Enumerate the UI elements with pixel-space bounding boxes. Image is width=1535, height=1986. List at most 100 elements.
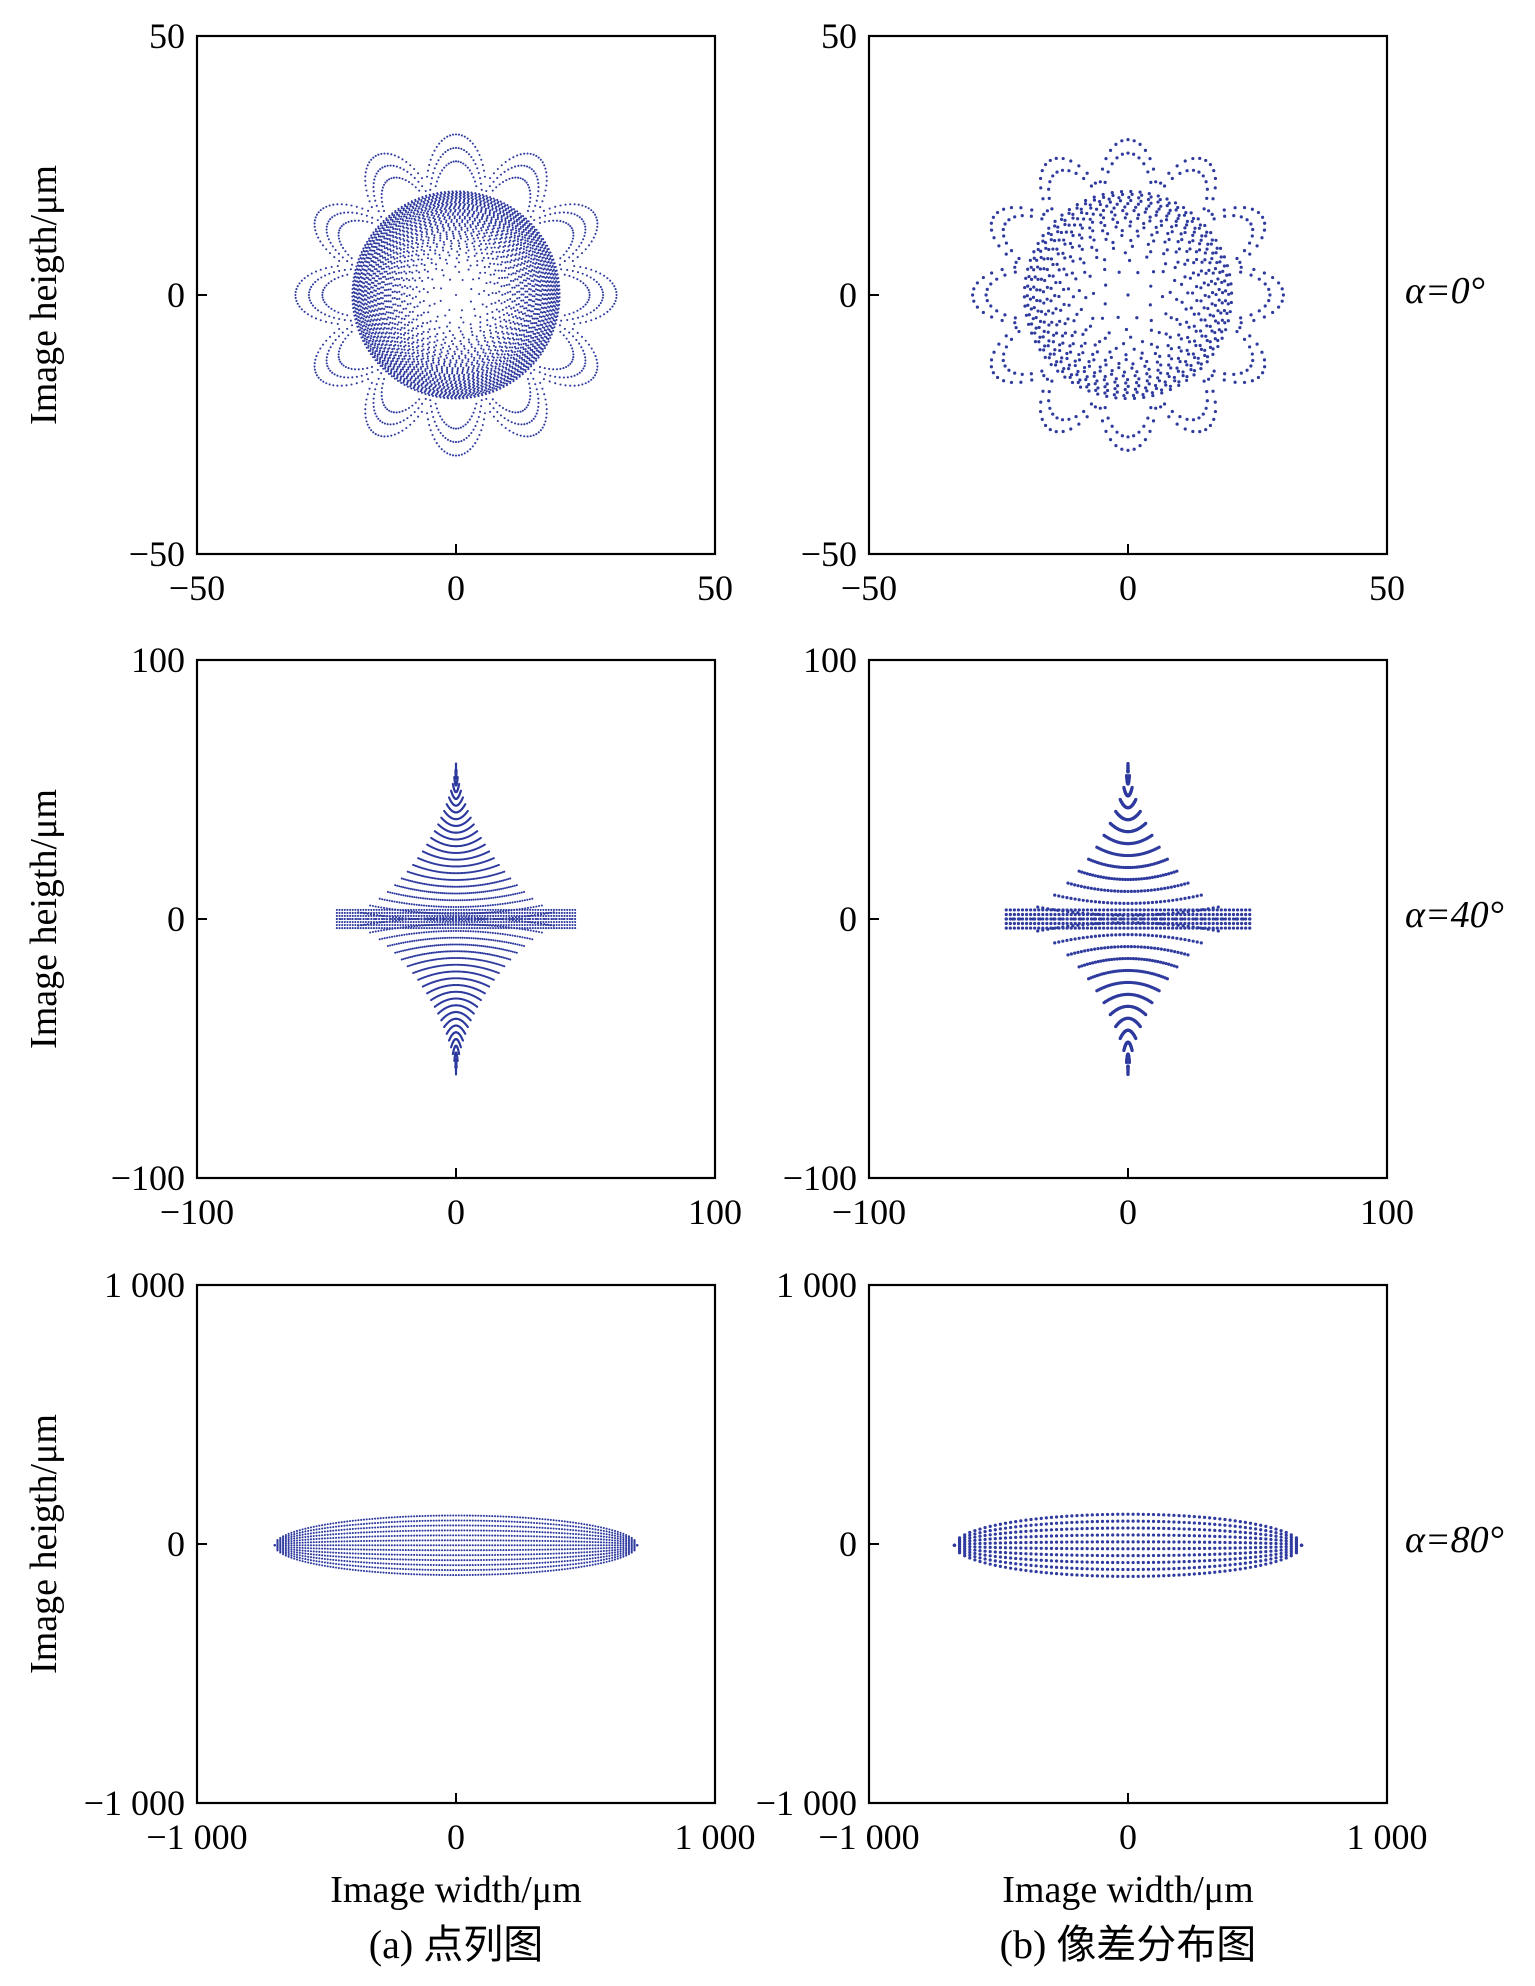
scatter-point bbox=[435, 320, 438, 323]
scatter-point bbox=[511, 293, 514, 296]
scatter-point bbox=[364, 184, 367, 187]
scatter-point bbox=[1159, 388, 1164, 392]
scatter-point bbox=[524, 342, 527, 345]
scatter-point bbox=[1194, 284, 1199, 289]
scatter-point bbox=[494, 371, 497, 374]
scatter-point bbox=[411, 183, 414, 186]
scatter-point bbox=[529, 288, 532, 291]
scatter-point bbox=[509, 206, 512, 209]
scatter-point bbox=[1176, 216, 1180, 221]
scatter-point bbox=[428, 193, 431, 196]
scatter-point bbox=[417, 345, 420, 348]
scatter-point bbox=[367, 209, 370, 212]
scatter-point bbox=[392, 164, 395, 167]
scatter-point bbox=[513, 376, 516, 379]
scatter-point bbox=[421, 217, 424, 220]
scatter-point bbox=[1045, 267, 1049, 272]
scatter-point bbox=[424, 197, 427, 200]
scatter-point bbox=[411, 242, 414, 245]
scatter-point bbox=[1203, 251, 1207, 255]
scatter-point bbox=[1169, 347, 1174, 351]
scatter-point bbox=[434, 349, 437, 352]
scatter-point bbox=[1185, 348, 1189, 352]
scatter-point bbox=[479, 315, 482, 319]
scatter-point bbox=[1157, 330, 1161, 335]
scatter-point bbox=[470, 288, 473, 291]
scatter-point bbox=[378, 259, 382, 262]
scatter-point bbox=[500, 384, 503, 387]
scatter-point bbox=[388, 243, 391, 246]
scatter-point bbox=[338, 328, 341, 331]
scatter-point bbox=[412, 387, 415, 390]
scatter-point bbox=[517, 365, 520, 369]
scatter-point bbox=[463, 217, 466, 220]
scatter-point bbox=[399, 344, 402, 347]
scatter-point bbox=[460, 147, 463, 150]
scatter-point bbox=[403, 323, 406, 326]
scatter-point bbox=[432, 192, 435, 195]
scatter-point bbox=[467, 268, 470, 271]
scatter-point bbox=[439, 239, 442, 242]
scatter-point bbox=[367, 342, 370, 345]
scatter-point bbox=[389, 311, 392, 314]
scatter-point bbox=[460, 453, 463, 456]
scatter-point bbox=[485, 397, 488, 400]
scatter-point bbox=[519, 268, 522, 271]
scatter-point bbox=[1153, 383, 1158, 388]
scatter-point bbox=[362, 264, 365, 267]
scatter-point bbox=[389, 248, 392, 251]
scatter-point bbox=[411, 288, 415, 291]
scatter-point bbox=[523, 266, 526, 270]
scatter-point bbox=[427, 331, 430, 334]
scatter-point bbox=[486, 358, 489, 361]
scatter-point bbox=[441, 418, 444, 421]
scatter-point bbox=[373, 294, 376, 297]
scatter-point bbox=[384, 332, 387, 335]
scatter-point bbox=[521, 346, 525, 349]
scatter-point bbox=[372, 190, 375, 193]
scatter-point bbox=[486, 364, 489, 367]
scatter-point bbox=[355, 382, 358, 385]
scatter-point bbox=[483, 361, 486, 364]
scatter-point bbox=[596, 365, 599, 368]
scatter-point bbox=[415, 370, 418, 374]
scatter-point bbox=[479, 354, 482, 357]
scatter-point bbox=[374, 388, 377, 391]
scatter-point bbox=[389, 230, 392, 234]
scatter-point bbox=[521, 312, 524, 315]
scatter-point bbox=[337, 311, 340, 314]
scatter-point bbox=[477, 377, 480, 380]
scatter-point bbox=[515, 264, 519, 268]
scatter-point bbox=[486, 214, 489, 217]
scatter-point bbox=[525, 231, 528, 234]
scatter-point bbox=[464, 356, 467, 359]
scatter-point bbox=[368, 200, 371, 203]
scatter-point bbox=[369, 320, 372, 323]
scatter-point bbox=[452, 237, 456, 240]
scatter-point bbox=[514, 278, 517, 281]
scatter-point bbox=[390, 343, 393, 346]
scatter-point bbox=[1147, 204, 1151, 208]
scatter-point bbox=[509, 290, 512, 293]
scatter-point bbox=[523, 179, 526, 182]
scatter-point bbox=[500, 230, 504, 233]
scatter-point bbox=[463, 380, 467, 383]
scatter-point bbox=[502, 255, 505, 258]
scatter-point bbox=[509, 213, 512, 216]
scatter-point bbox=[516, 278, 519, 281]
scatter-point bbox=[435, 207, 438, 210]
scatter-point bbox=[401, 358, 404, 361]
scatter-point bbox=[396, 228, 399, 231]
scatter-point bbox=[426, 352, 429, 355]
scatter-point bbox=[530, 315, 533, 318]
scatter-point bbox=[444, 376, 447, 379]
scatter-point bbox=[568, 274, 571, 278]
scatter-point bbox=[1188, 247, 1192, 251]
scatter-point bbox=[491, 189, 494, 192]
scatter-point bbox=[494, 365, 497, 368]
scatter-point bbox=[513, 345, 516, 348]
scatter-point bbox=[454, 146, 458, 149]
scatter-point bbox=[392, 176, 395, 179]
scatter-point bbox=[367, 333, 371, 336]
scatter-point bbox=[421, 363, 424, 366]
